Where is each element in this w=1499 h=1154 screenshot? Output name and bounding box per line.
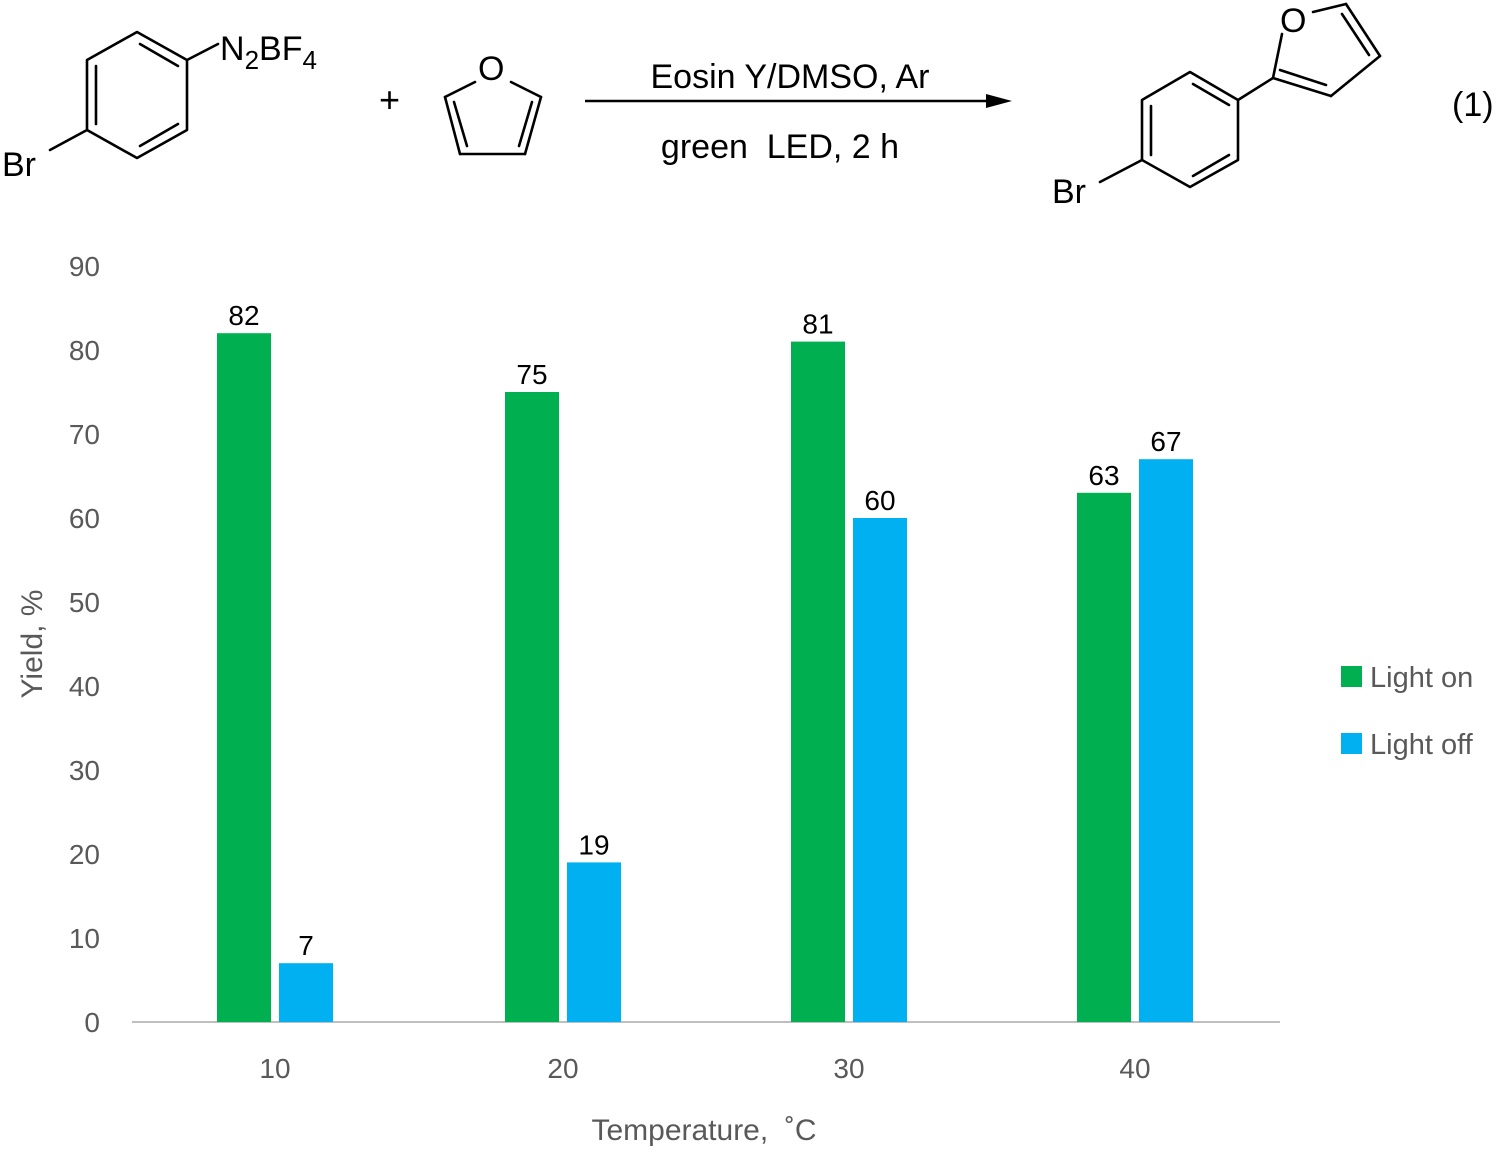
equation-number: (1) [1452,86,1494,124]
reactant-structure: Br N2BF4 [2,30,317,184]
x-tick-label: 20 [547,1053,578,1084]
y-tick-label: 40 [69,671,100,702]
bar-light-off-10 [279,963,333,1022]
reactant-group-char: B [259,30,282,68]
conditions-bottom: green LED, 2 h [661,128,899,166]
y-tick-label: 70 [69,419,100,450]
reactant-group-char: F [282,30,303,68]
arrow-head [986,94,1012,108]
bar-light-off-20 [567,862,621,1022]
bar-light-on-20 [505,392,559,1022]
product-substituent: Br [1052,173,1086,211]
product-heteroatom: O [1280,2,1306,40]
x-tick-label: 30 [833,1053,864,1084]
plus-sign: + [379,79,400,120]
x-tick-label: 40 [1119,1053,1150,1084]
x-axis-title: Temperature, ˚C [591,1114,816,1147]
reactant-bond-to-br [48,128,89,152]
data-label-light-off-20: 19 [578,829,609,860]
reaction-scheme: Br N2BF4 + O Eosin Y/DMSO, Ar green LED,… [2,2,1494,211]
reaction-arrow: Eosin Y/DMSO, Ar green LED, 2 h [585,58,1012,166]
reactant-bond-to-n2 [185,42,220,62]
product-furan-inner-bond-2 [1340,12,1371,57]
product-inner-bond-2 [1191,153,1231,178]
product-furan-bond-c3-c4 [1329,54,1382,98]
reactant-inner-bond-2 [138,122,180,148]
bar-light-on-40 [1077,492,1131,1022]
y-tick-label: 50 [69,587,100,618]
reactant-group-char: 4 [303,45,317,75]
legend-swatch-light-on [1341,666,1362,687]
reactant-inner-bond-1 [138,42,180,68]
bar-light-off-40 [1139,459,1193,1022]
product-benzene-ring [1140,70,1240,189]
x-tick-label: 10 [259,1053,290,1084]
furan-heteroatom: O [478,50,504,88]
product-furan-bond-c4-c5 [1344,2,1382,58]
reactant-group-char: 2 [245,45,259,75]
bar-light-off-30 [853,518,907,1022]
data-label-light-on-20: 75 [516,359,547,390]
product-bond-to-furan [1236,76,1275,102]
bar-data-labels: 82 7 75 19 81 60 63 67 [228,300,1181,961]
data-label-light-off-40: 67 [1150,426,1181,457]
data-label-light-off-10: 7 [298,930,314,961]
furan-bond-c5-o [443,80,477,99]
furan-bond-c4-c5 [443,95,462,156]
legend-swatch-light-off [1341,733,1362,754]
product-furan-bond-c5-o [1311,2,1348,14]
reactant-group-char: N [220,30,245,68]
y-tick-label: 10 [69,923,100,954]
data-label-light-on-10: 82 [228,300,259,331]
furan-inner-bond-2 [452,100,469,148]
y-tick-label: 30 [69,755,100,786]
y-tick-label: 60 [69,503,100,534]
legend: Light on Light off [1341,662,1474,761]
legend-label-light-on: Light on [1370,662,1473,694]
conditions-top: Eosin Y/DMSO, Ar [650,58,929,96]
furan-structure: O [443,50,543,156]
product-inner-bond-1 [1191,82,1231,107]
reactant-benzene-ring [85,30,189,160]
product-furan-inner-bond-1 [1278,68,1328,87]
bars [217,333,1193,1023]
product-furan-bond-o-c2 [1271,32,1284,80]
product-furan-bond-c2-c3 [1271,76,1333,98]
x-axis-ticks: 10 20 30 40 [259,1053,1150,1084]
reactant-substituent: Br [2,146,36,184]
furan-inner-bond-1 [517,100,534,148]
y-axis-title: Yield, % [16,590,49,699]
product-bond-to-br [1098,158,1144,184]
reactant-group-text: N2BF4 [220,30,317,75]
y-axis-ticks: 0 10 20 30 40 50 60 70 80 90 [69,251,100,1038]
y-tick-label: 80 [69,335,100,366]
furan-bond-o-c2 [509,80,543,99]
legend-label-light-off: Light off [1370,729,1474,761]
data-label-light-on-40: 63 [1088,460,1119,491]
data-label-light-off-30: 60 [864,485,895,516]
y-tick-label: 0 [84,1007,100,1038]
bar-light-on-10 [217,333,271,1022]
furan-bond-c2-c3 [523,95,543,156]
reactant-group: N2BF4 [220,30,317,75]
y-tick-label: 90 [69,251,100,282]
product-structure: Br O [1052,2,1382,211]
y-tick-label: 20 [69,839,100,870]
bar-chart: 0 10 20 30 40 50 60 70 80 90 82 7 75 19 81 60 63 67 10 20… [16,251,1474,1147]
data-label-light-on-30: 81 [802,309,833,340]
bar-light-on-30 [791,341,845,1023]
